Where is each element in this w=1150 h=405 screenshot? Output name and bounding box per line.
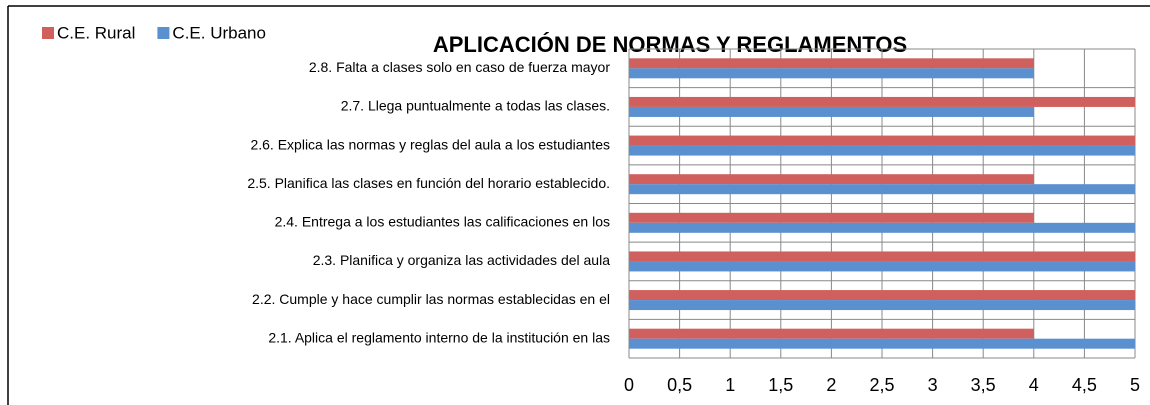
bar — [629, 328, 1034, 339]
y-tick-label: 2.2. Cumple y hace cumplir las normas es… — [252, 291, 610, 307]
bar — [629, 174, 1034, 185]
y-tick-label: 2.7. Llega puntualmente a todas las clas… — [341, 98, 610, 114]
legend-label: C.E. Urbano — [172, 23, 266, 42]
bar — [629, 135, 1135, 146]
y-tick-label: 2.5. Planifica las clases en función del… — [247, 175, 610, 191]
chart-title: APLICACIÓN DE NORMAS Y REGLAMENTOS — [433, 32, 907, 57]
bar — [629, 68, 1034, 79]
bar — [629, 212, 1034, 223]
y-tick-label: 2.8. Falta a clases solo en caso de fuer… — [309, 59, 610, 75]
bar — [629, 58, 1034, 69]
legend-swatch — [42, 27, 54, 39]
x-tick-label: 2 — [826, 375, 836, 395]
y-tick-label: 2.6. Explica las normas y reglas del aul… — [250, 136, 610, 152]
legend-swatch — [157, 27, 170, 39]
x-tick-label: 0,5 — [667, 375, 692, 395]
x-tick-label: 3,5 — [971, 375, 996, 395]
y-tick-label: 2.1. Aplica el reglamento interno de la … — [268, 329, 610, 345]
x-tick-label: 3 — [928, 375, 938, 395]
x-tick-label: 4 — [1029, 375, 1039, 395]
y-tick-label: 2.3. Planifica y organiza las actividade… — [313, 252, 611, 268]
bar — [629, 290, 1135, 301]
bar — [629, 300, 1135, 311]
legend-label: C.E. Rural — [57, 23, 135, 42]
x-tick-label: 5 — [1130, 375, 1140, 395]
y-tick-label: 2.4. Entrega a los estudiantes las calif… — [275, 214, 610, 230]
bar — [629, 222, 1135, 233]
x-tick-label: 2,5 — [869, 375, 894, 395]
bar — [629, 251, 1135, 262]
bar — [629, 184, 1135, 195]
x-tick-label: 0 — [624, 375, 634, 395]
x-tick-label: 4,5 — [1072, 375, 1097, 395]
bar — [629, 96, 1135, 107]
bar — [629, 145, 1135, 156]
bar — [629, 261, 1135, 272]
x-tick-label: 1,5 — [768, 375, 793, 395]
x-tick-label: 1 — [725, 375, 735, 395]
bar — [629, 338, 1135, 349]
bar — [629, 106, 1034, 117]
